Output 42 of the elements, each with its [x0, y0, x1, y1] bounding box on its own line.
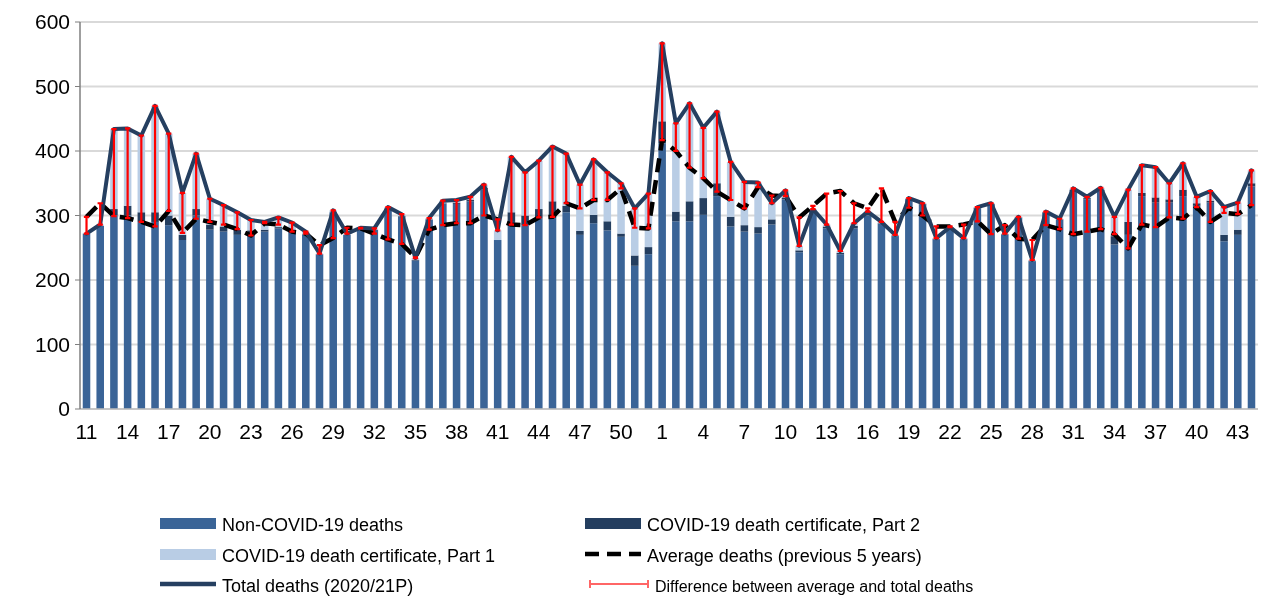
x-tick-label: 28 [1020, 420, 1044, 443]
y-tick-label: 200 [34, 268, 70, 292]
x-tick-label: 13 [814, 420, 839, 443]
x-tick-label: 29 [321, 420, 345, 443]
text: Difference between average and total deaths [655, 577, 974, 595]
x-tick-label: 19 [897, 420, 921, 443]
x-tick-label: 37 [1143, 420, 1168, 443]
x-tick-label: 23 [239, 420, 263, 443]
x-tick-label: 40 [1184, 420, 1209, 443]
x-tick-label: 7 [738, 420, 751, 443]
x-tick-label: 14 [115, 420, 140, 443]
x-tick-label: 34 [1102, 420, 1127, 443]
legend-label: COVID-19 death certificate, Part 2 [647, 515, 921, 536]
x-tick-label: 25 [979, 420, 1003, 443]
legend-label: Average deaths (previous 5 years) [647, 546, 922, 567]
y-tick-label: 0 [58, 397, 70, 421]
x-tick-label: 10 [773, 420, 798, 443]
x-tick-label: 47 [568, 420, 592, 443]
legend-label: COVID-19 death certificate, Part 1 [222, 546, 496, 567]
y-tick-label: 100 [34, 332, 70, 356]
x-tick-label: 50 [609, 420, 633, 443]
x-tick-label: 43 [1226, 420, 1250, 443]
x-tick-label: 31 [1061, 420, 1085, 443]
y-tick-label: 600 [34, 10, 70, 34]
x-tick-label: 22 [938, 420, 962, 443]
x-tick-label: 26 [280, 420, 304, 443]
x-tick-label: 44 [527, 420, 551, 443]
y-tick-label: 500 [34, 74, 70, 98]
x-tick-label: 11 [75, 420, 98, 443]
legend-label: Total deaths (2020/21P) [222, 576, 414, 597]
x-tick-label: 35 [403, 420, 428, 443]
x-tick-label: 20 [198, 420, 222, 443]
y-tick-label: 300 [34, 203, 70, 227]
x-tick-label: 38 [444, 420, 469, 443]
x-tick-label: 32 [362, 420, 387, 443]
x-tick-label: 41 [486, 420, 510, 443]
legend-label: Non-COVID-19 deaths [222, 515, 404, 536]
x-tick-label: 4 [697, 420, 710, 443]
x-tick-label: 1 [656, 420, 668, 443]
x-tick-label: 16 [856, 420, 880, 443]
x-tick-label: 17 [157, 420, 181, 443]
y-tick-label: 400 [34, 139, 70, 163]
